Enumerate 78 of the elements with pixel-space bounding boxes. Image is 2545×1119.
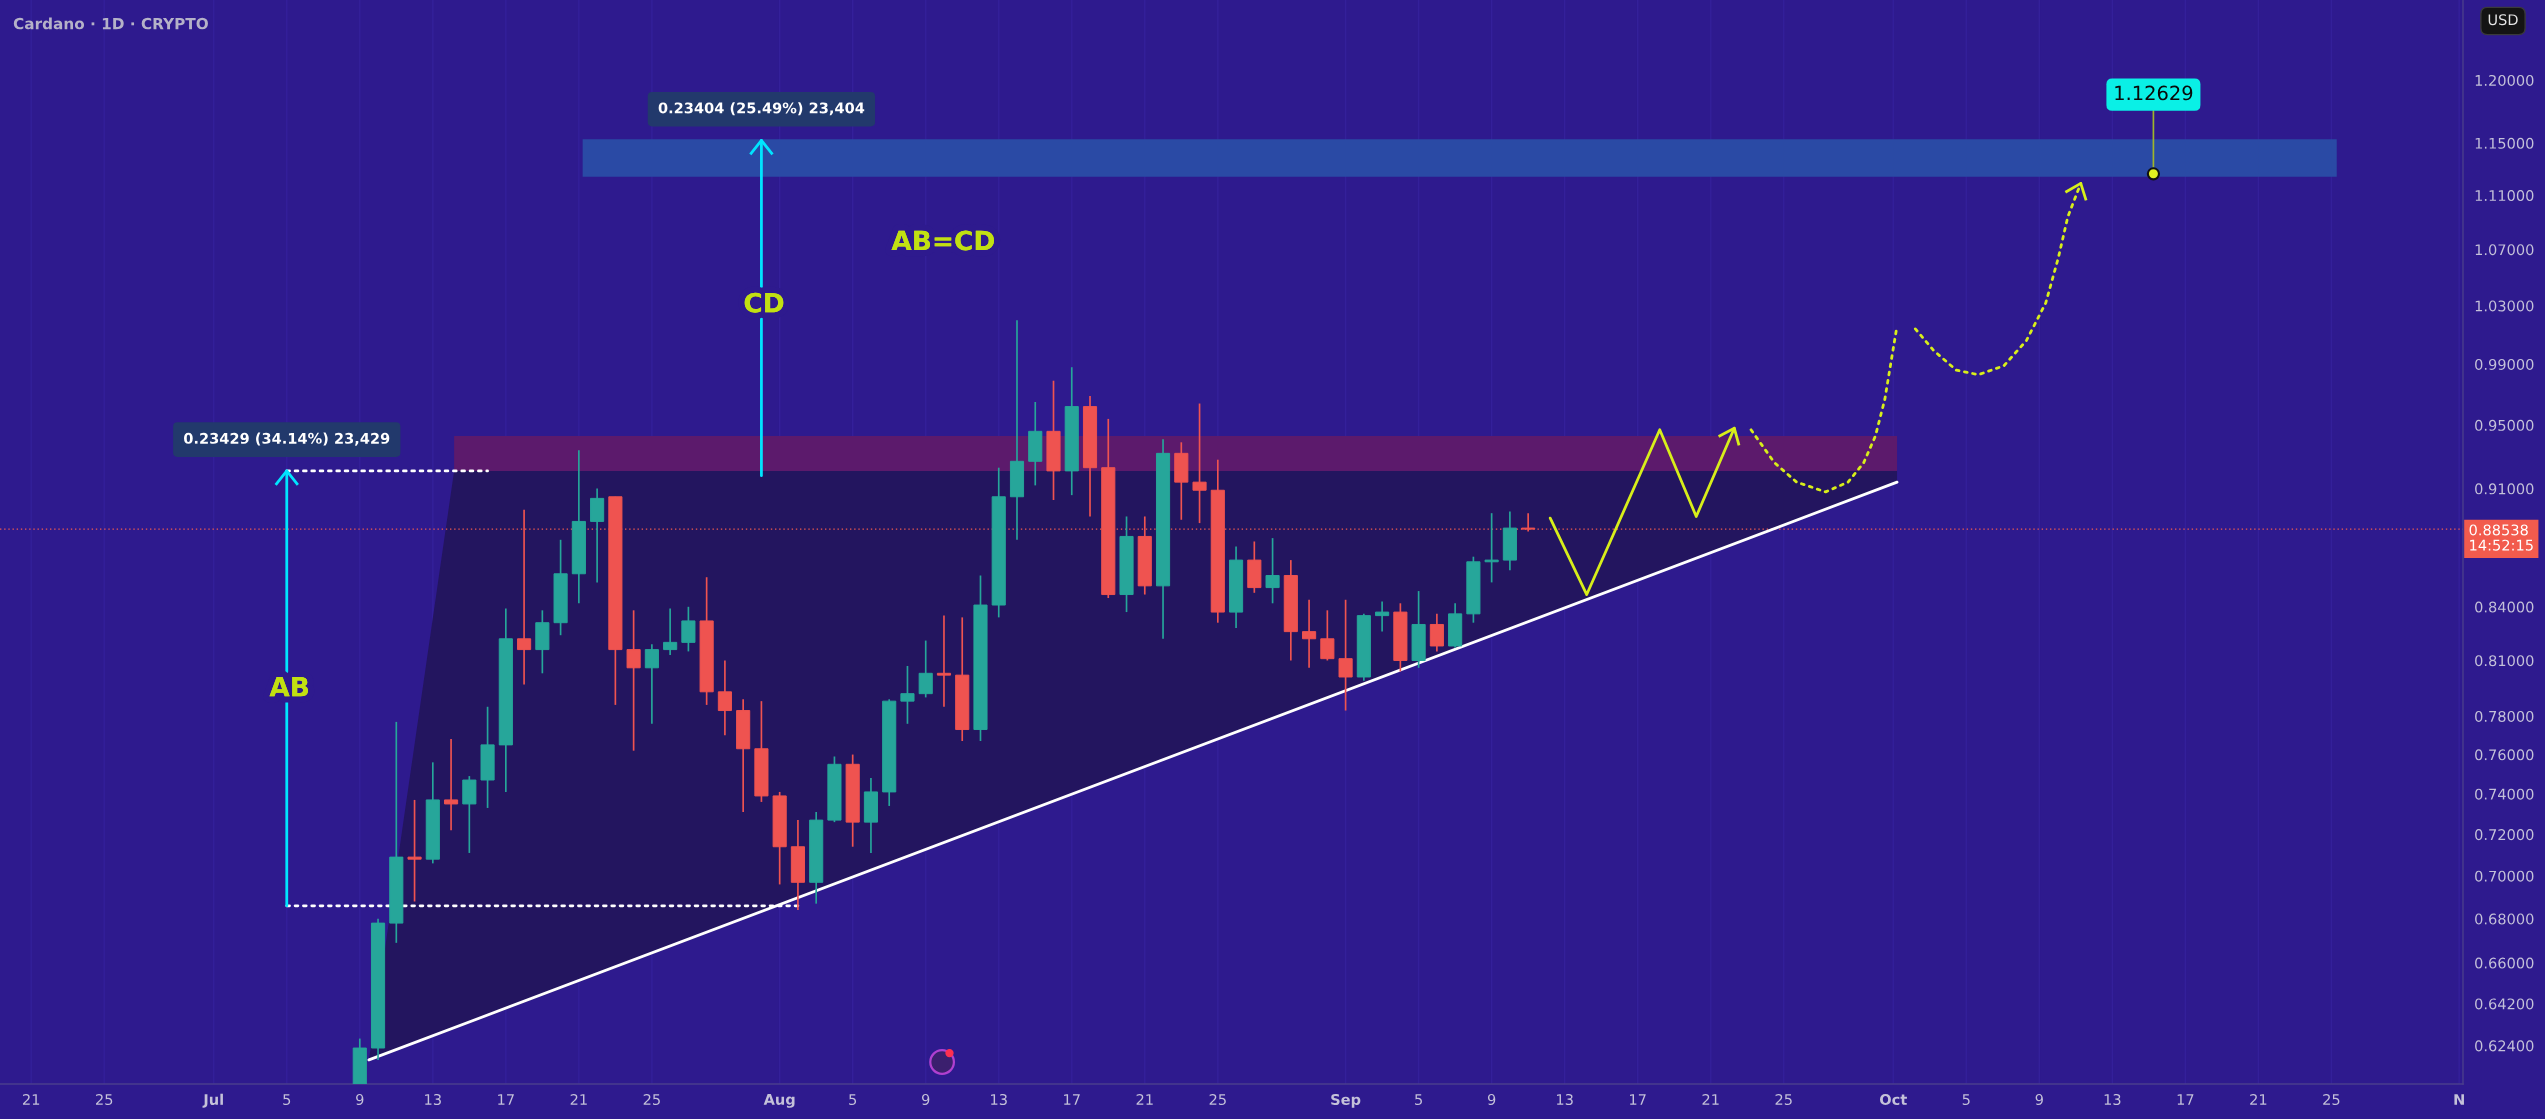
candlestick [462, 775, 477, 854]
x-tick-label: 13 [1556, 1093, 1573, 1106]
x-tick-label: 25 [1775, 1093, 1792, 1106]
candlestick [900, 665, 915, 725]
x-tick-label: 5 [283, 1094, 291, 1106]
y-tick-label: 1.03000 [2475, 300, 2534, 312]
candlestick [717, 659, 732, 737]
annotation: 0.23429 (34.14%) 23,429 [184, 432, 390, 446]
x-tick-label: 17 [498, 1094, 514, 1105]
candlestick [1265, 537, 1280, 605]
candlestick [681, 605, 696, 653]
candlestick [1375, 600, 1390, 633]
text: Cardano · 1D · CRYPTO [13, 17, 208, 30]
y-tick-label: 0.70000 [2475, 870, 2534, 882]
x-tick-label: 5 [1962, 1094, 1970, 1106]
x-tick-label: 9 [922, 1093, 930, 1106]
x-tick-label: Aug [763, 1094, 795, 1108]
y-tick-label: 0.99000 [2475, 358, 2534, 370]
x-tick-label: 17 [1064, 1094, 1080, 1105]
y-tick-label: 0.62400 [2475, 1040, 2534, 1052]
x-tick-label: 25 [96, 1093, 113, 1106]
x-tick-label: 9 [2035, 1093, 2043, 1106]
annotation: AB=CD [891, 230, 994, 251]
candlestick [1338, 598, 1353, 712]
annotation: 1.12629 [2115, 85, 2193, 101]
x-tick-label: 21 [22, 1093, 40, 1105]
x-tick-label: 25 [2323, 1093, 2340, 1106]
y-tick-label: 1.07000 [2475, 244, 2534, 256]
x-tick-label: 21 [1136, 1093, 1153, 1105]
candlestick [1429, 613, 1444, 653]
candlestick [663, 607, 678, 656]
x-tick-label: 13 [991, 1093, 1007, 1106]
y-tick-label: 0.78000 [2475, 710, 2534, 722]
candlestick [590, 487, 605, 584]
x-tick-label: Jul [202, 1093, 223, 1108]
y-tick-label: 0.81000 [2475, 655, 2534, 667]
candlestick [1484, 512, 1499, 584]
y-tick-label: 0.76000 [2475, 749, 2534, 761]
candlestick [644, 643, 659, 725]
x-tick-label: Oct [1879, 1093, 1907, 1106]
candlestick [1192, 402, 1207, 524]
y-tick-label: 0.74000 [2475, 788, 2534, 800]
y-tick-label: 0.72000 [2475, 829, 2534, 841]
x-tick-label: 17 [1630, 1094, 1646, 1105]
y-tick-label: 0.64200 [2475, 998, 2534, 1010]
text: USD [2488, 14, 2518, 26]
x-tick-label: 17 [2177, 1094, 2194, 1105]
x-tick-label: 13 [2104, 1093, 2121, 1106]
x-tick-label: Sep [1331, 1093, 1361, 1108]
candlestick [444, 738, 459, 832]
y-tick-label: 0.68000 [2475, 913, 2534, 925]
candlestick [1302, 598, 1317, 669]
x-tick-label: 5 [1415, 1094, 1422, 1106]
annotation: 0.23404 (25.49%) 23,404 [658, 102, 865, 116]
x-tick-label: 21 [570, 1093, 587, 1105]
y-tick-label: 0.91000 [2475, 483, 2534, 495]
y-tick-label: 1.20000 [2475, 74, 2534, 86]
x-tick-label: 21 [1702, 1093, 1719, 1105]
candlestick [918, 639, 933, 699]
x-tick-label: 25 [1209, 1093, 1226, 1106]
y-tick-label: 1.15000 [2475, 137, 2534, 149]
x-tick-label: 5 [849, 1094, 857, 1106]
candlestick [626, 609, 641, 752]
x-tick-label: N [2454, 1094, 2464, 1105]
candlestick [1320, 609, 1335, 662]
x-tick-label: 25 [643, 1093, 660, 1106]
x-tick-label: 13 [425, 1093, 441, 1106]
y-tick-label: 0.95000 [2475, 419, 2534, 431]
ref-line-label: 0.88538 14:52:15 [2469, 524, 2533, 551]
y-tick-label: 0.84000 [2475, 601, 2534, 613]
x-tick-label: 9 [1487, 1093, 1496, 1106]
y-tick-label: 0.66000 [2475, 957, 2534, 969]
candlestick [936, 614, 952, 708]
candlestick [407, 799, 422, 903]
x-tick-label: 9 [356, 1093, 364, 1106]
y-tick-label: 1.11000 [2475, 190, 2534, 202]
candlestick [1521, 512, 1536, 533]
x-tick-label: 21 [2250, 1093, 2267, 1105]
